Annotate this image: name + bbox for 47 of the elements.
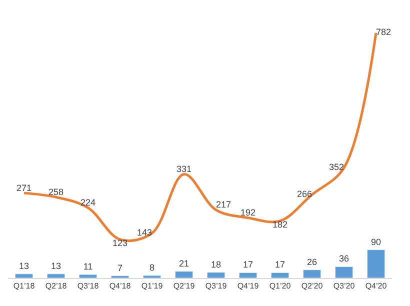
data-label: 36 xyxy=(338,254,350,264)
bar xyxy=(46,274,66,278)
bar xyxy=(174,271,194,278)
x-tick-label: Q3’19 xyxy=(205,282,228,291)
data-label: 11 xyxy=(83,262,93,272)
data-label: 331 xyxy=(176,164,192,174)
data-label: 17 xyxy=(242,260,254,270)
data-label: 7 xyxy=(117,262,123,273)
bar xyxy=(142,275,162,278)
x-tick-label: Q1’18 xyxy=(13,282,36,291)
data-label: 217 xyxy=(216,200,232,210)
data-label: 26 xyxy=(306,256,318,267)
data-label: 271 xyxy=(16,182,32,193)
x-tick-label: Q2’18 xyxy=(45,282,68,291)
bar xyxy=(302,270,322,278)
bar xyxy=(366,250,386,278)
data-label: 352 xyxy=(328,162,344,172)
data-label: 13 xyxy=(18,260,30,271)
data-label: 143 xyxy=(136,227,152,238)
bar xyxy=(14,274,34,278)
data-label: 782 xyxy=(376,27,392,38)
data-label: 8 xyxy=(149,262,155,272)
data-label: 18 xyxy=(210,259,222,270)
x-tick-label: Q4’18 xyxy=(109,282,132,291)
x-tick-label: Q1’19 xyxy=(141,282,164,291)
data-label: 17 xyxy=(274,260,286,270)
bar xyxy=(334,266,354,278)
data-label: 21 xyxy=(178,258,190,268)
x-tick-label: Q4’20 xyxy=(365,282,388,291)
data-label: 266 xyxy=(296,188,312,199)
data-label: 192 xyxy=(240,208,256,218)
bar xyxy=(238,272,258,278)
data-label: 13 xyxy=(50,260,62,271)
x-tick-label: Q1’20 xyxy=(269,282,292,291)
x-tick-label: Q3’20 xyxy=(333,282,356,291)
data-label: 258 xyxy=(48,186,64,197)
bar xyxy=(206,272,226,278)
data-label: 182 xyxy=(272,220,288,230)
data-label: 90 xyxy=(370,236,382,247)
bar xyxy=(270,272,290,278)
x-tick-label: Q4’19 xyxy=(237,282,260,291)
bar xyxy=(78,274,98,278)
data-label: 224 xyxy=(80,198,96,208)
x-tick-label: Q3’18 xyxy=(77,282,100,291)
x-tick-label: Q2’19 xyxy=(173,282,196,291)
data-label: 123 xyxy=(112,238,128,248)
x-tick-label: Q2’20 xyxy=(301,282,324,291)
